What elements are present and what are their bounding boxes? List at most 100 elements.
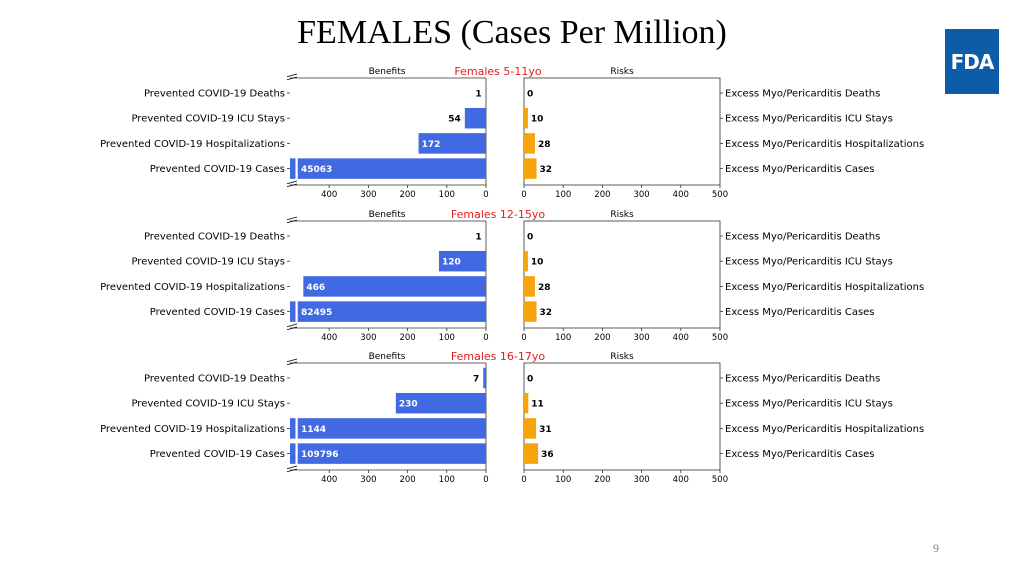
risks-frame (523, 362, 721, 471)
risk-value-label: 32 (540, 308, 553, 318)
risks-category-label: Excess Myo/Pericarditis ICU Stays (725, 114, 893, 125)
risks-x-tick-label: 400 (673, 333, 689, 343)
benefit-bar (395, 392, 486, 414)
benefits-x-tick-label: 400 (321, 333, 337, 343)
benefits-subtitle: Benefits (369, 210, 406, 220)
risks-x-tick-label: 400 (673, 475, 689, 485)
risk-value-label: 0 (527, 90, 533, 100)
risks-frame (523, 220, 721, 329)
risks-category-label: Excess Myo/Pericarditis Deaths (725, 89, 880, 100)
benefits-category-label: Prevented COVID-19 ICU Stays (131, 399, 285, 410)
risk-bar (524, 107, 528, 129)
benefits-category-label: Prevented COVID-19 Cases (150, 449, 285, 460)
risks-x-tick-label: 100 (555, 190, 571, 200)
benefit-value-label: 172 (422, 140, 441, 150)
benefit-bar (290, 158, 486, 179)
benefits-x-tick-label: 400 (321, 190, 337, 200)
axis-break-top (286, 358, 298, 363)
bar-break-gap (295, 442, 298, 465)
axis-break-top (286, 219, 298, 224)
benefits-x-tick-label: 0 (483, 333, 488, 343)
benefit-bar (464, 107, 486, 129)
risk-bar (524, 443, 539, 464)
panel-title: Females 12-15yo (451, 208, 545, 221)
risks-x-tick-label: 500 (712, 333, 728, 343)
risks-category-label: Excess Myo/Pericarditis Hospitalizations (725, 282, 924, 293)
risks-x-tick-label: 500 (712, 475, 728, 485)
risks-x-tick-label: 200 (594, 190, 610, 200)
axis-break-bottom (286, 323, 298, 328)
bar-break-gap (295, 300, 298, 323)
risk-value-label: 32 (540, 165, 553, 175)
risks-category-label: Excess Myo/Pericarditis Cases (725, 449, 875, 460)
benefit-bar (290, 301, 486, 322)
risk-bar (524, 133, 535, 154)
risk-value-label: 0 (527, 233, 533, 243)
axis-break-top (286, 76, 298, 81)
axis-break-top (286, 216, 298, 221)
benefits-category-label: Prevented COVID-19 Cases (150, 307, 285, 318)
risk-value-label: 36 (541, 450, 554, 460)
risk-bar (524, 392, 529, 414)
risk-value-label: 28 (538, 140, 551, 150)
benefits-x-tick-label: 200 (399, 333, 415, 343)
risk-value-label: 10 (531, 258, 544, 268)
benefit-value-label: 54 (448, 115, 461, 125)
benefits-category-label: Prevented COVID-19 Hospitalizations (100, 282, 285, 293)
risk-value-label: 28 (538, 283, 551, 293)
benefit-value-label: 1 (475, 90, 481, 100)
risks-x-tick-label: 0 (521, 475, 526, 485)
benefits-category-label: Prevented COVID-19 Deaths (144, 374, 285, 385)
risks-x-tick-label: 300 (633, 190, 649, 200)
benefit-bar (483, 367, 486, 389)
benefit-value-label: 1 (475, 233, 481, 243)
risks-category-label: Excess Myo/Pericarditis Cases (725, 164, 875, 175)
risks-x-tick-label: 500 (712, 190, 728, 200)
benefits-x-tick-label: 200 (399, 475, 415, 485)
risks-subtitle: Risks (610, 210, 634, 220)
panel-title: Females 5-11yo (454, 65, 541, 78)
benefits-x-tick-label: 100 (439, 475, 455, 485)
benefits-x-tick-label: 300 (360, 475, 376, 485)
risk-value-label: 0 (527, 375, 533, 385)
risk-bar (524, 158, 537, 179)
risks-category-label: Excess Myo/Pericarditis Hospitalizations (725, 139, 924, 150)
risks-x-tick-label: 400 (673, 190, 689, 200)
benefits-x-tick-label: 100 (439, 190, 455, 200)
risks-frame (523, 77, 721, 186)
risk-bar (524, 250, 528, 272)
risk-bar (524, 301, 537, 322)
benefits-category-label: Prevented COVID-19 Cases (150, 164, 285, 175)
risks-x-tick-label: 200 (594, 475, 610, 485)
benefit-value-label: 45063 (301, 165, 332, 175)
benefit-value-label: 82495 (301, 308, 332, 318)
axis-break-bottom (286, 326, 298, 331)
benefits-x-tick-label: 100 (439, 333, 455, 343)
bar-break-gap (295, 417, 298, 440)
benefits-category-label: Prevented COVID-19 Deaths (144, 89, 285, 100)
axis-break-bottom (286, 180, 298, 185)
risk-value-label: 31 (539, 425, 552, 435)
benefits-category-label: Prevented COVID-19 ICU Stays (131, 114, 285, 125)
page-number: 9 (933, 541, 939, 555)
risks-category-label: Excess Myo/Pericarditis Deaths (725, 374, 880, 385)
benefit-bar (303, 276, 486, 297)
benefit-bar (290, 443, 486, 464)
risks-x-tick-label: 300 (633, 475, 649, 485)
axis-break-bottom (286, 468, 298, 473)
benefit-bar (418, 133, 486, 154)
risks-x-tick-label: 100 (555, 333, 571, 343)
benefit-value-label: 230 (399, 400, 418, 410)
benefit-value-label: 7 (473, 375, 479, 385)
benefit-value-label: 109796 (301, 450, 339, 460)
risks-subtitle: Risks (610, 67, 634, 77)
risks-x-tick-label: 100 (555, 475, 571, 485)
risks-x-tick-label: 200 (594, 333, 610, 343)
risks-category-label: Excess Myo/Pericarditis ICU Stays (725, 257, 893, 268)
slide-title: FEMALES (Cases Per Million) (297, 14, 727, 51)
axis-break-top (286, 73, 298, 78)
benefits-category-label: Prevented COVID-19 ICU Stays (131, 257, 285, 268)
benefits-subtitle: Benefits (369, 352, 406, 362)
benefit-value-label: 466 (306, 283, 325, 293)
benefits-subtitle: Benefits (369, 67, 406, 77)
